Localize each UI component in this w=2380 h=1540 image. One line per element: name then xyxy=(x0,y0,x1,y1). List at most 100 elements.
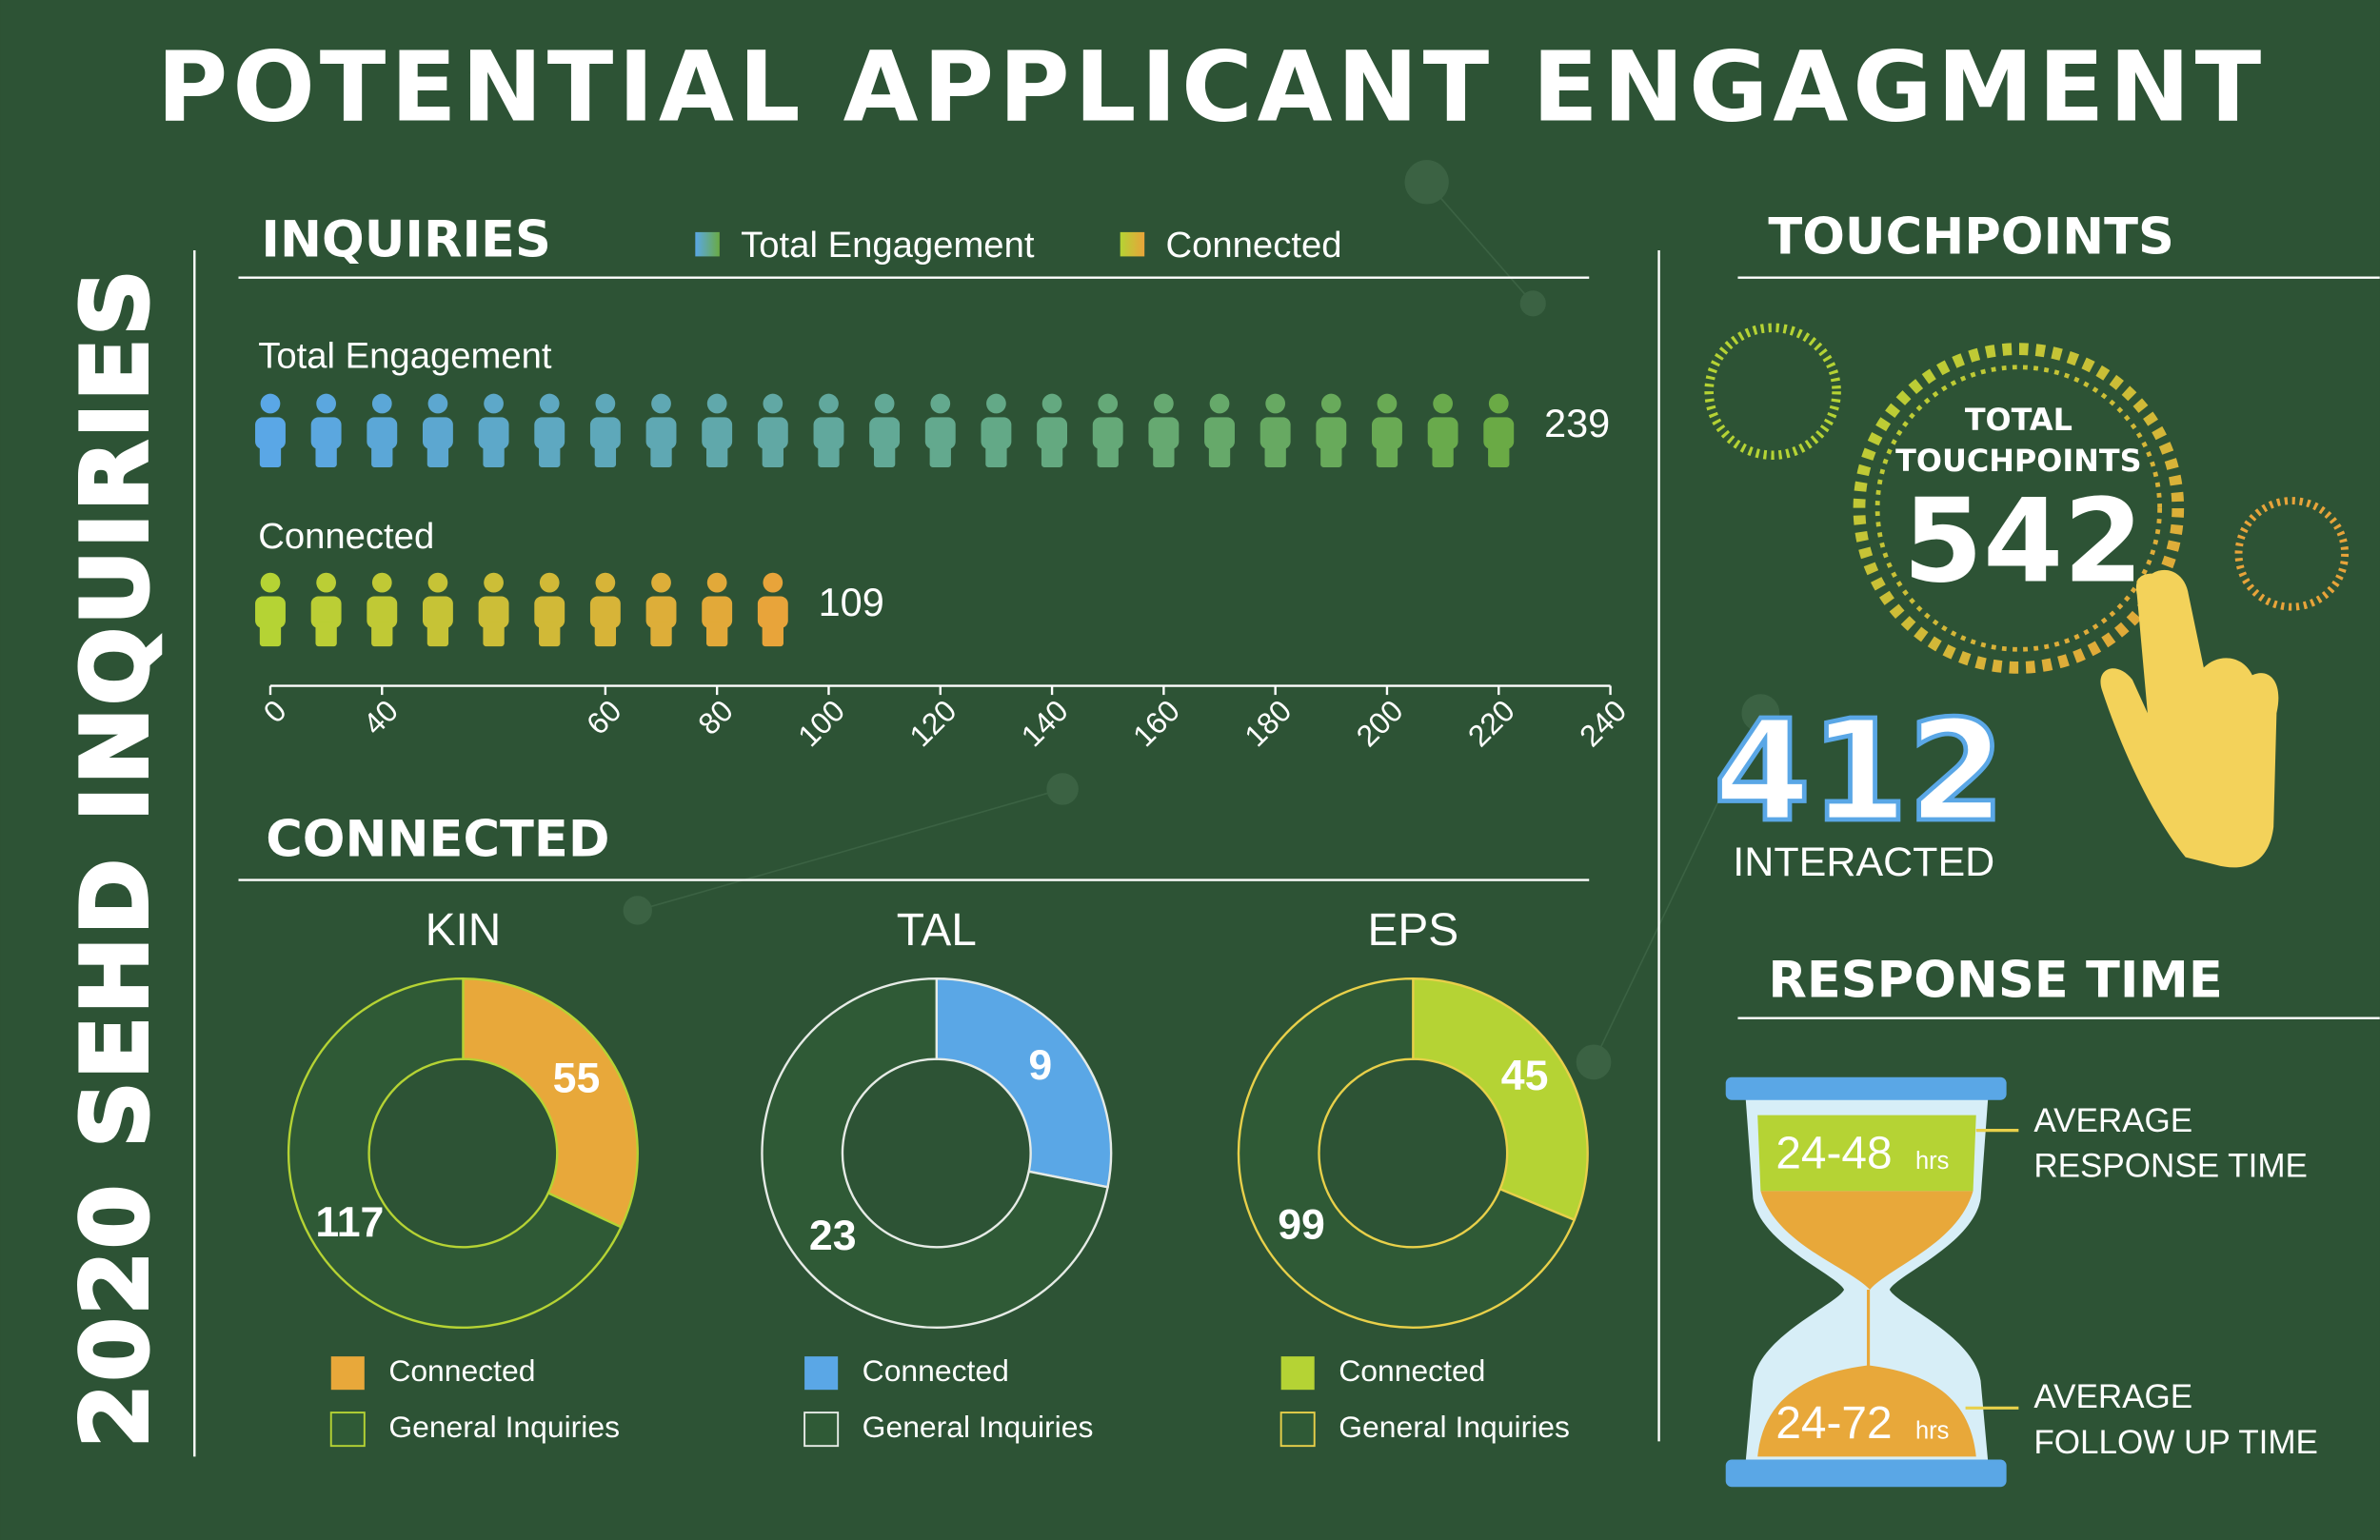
person-legs xyxy=(426,622,449,647)
legend-swatch xyxy=(803,1412,840,1448)
person-head xyxy=(484,393,504,414)
donut-value-label: 45 xyxy=(1501,1053,1549,1099)
hourglass-cap xyxy=(1725,1459,2007,1488)
person-body xyxy=(255,417,286,449)
person-body xyxy=(1483,417,1515,449)
network-decoration xyxy=(623,160,1780,1080)
person-legs xyxy=(259,622,282,647)
total-label: TOTAL xyxy=(1965,402,2073,438)
person-legs xyxy=(1041,443,1063,467)
person-body xyxy=(589,596,621,628)
person-head xyxy=(260,572,281,593)
person-head xyxy=(1320,393,1341,414)
legend-swatch xyxy=(1280,1356,1315,1391)
person-head xyxy=(260,393,281,414)
person-head xyxy=(1098,393,1119,414)
person-body xyxy=(1148,417,1180,449)
person-head xyxy=(1433,393,1453,414)
legend-label: Connected xyxy=(1339,1353,1485,1388)
person-body xyxy=(367,417,398,449)
interacted-value: 412 xyxy=(1714,690,2005,853)
person-legs xyxy=(650,443,672,467)
person-legs xyxy=(1488,443,1510,467)
person-head xyxy=(763,572,783,593)
person-head xyxy=(651,572,671,593)
person-legs xyxy=(539,443,561,467)
person-body xyxy=(645,417,677,449)
follow-up-label: FOLLOW UP TIME xyxy=(2033,1424,2318,1461)
person-legs xyxy=(371,622,393,647)
person-head xyxy=(316,393,336,414)
person-body xyxy=(924,417,956,449)
donut-value-label: 117 xyxy=(315,1199,384,1246)
section-heading: RESPONSE TIME xyxy=(1768,952,2222,1010)
donut-value-label: 23 xyxy=(809,1213,857,1259)
legend-label: General Inquiries xyxy=(863,1410,1094,1444)
person-head xyxy=(1377,393,1398,414)
donut-segment xyxy=(1412,977,1589,1222)
response-label: AVERAGE xyxy=(2033,1102,2192,1139)
person-head xyxy=(539,572,560,593)
donut-value-label: 9 xyxy=(1028,1042,1052,1089)
value-label: 239 xyxy=(1544,401,1610,445)
follow-up-unit: hrs xyxy=(1915,1418,1949,1445)
person-body xyxy=(310,417,342,449)
side-title: 2020 SEHD INQUIRIES xyxy=(62,267,169,1447)
person-head xyxy=(763,393,783,414)
sand-bottom xyxy=(1757,1289,1976,1457)
person-body xyxy=(478,417,509,449)
response-value: 24-48 xyxy=(1775,1128,1892,1178)
donut-segment xyxy=(935,977,1113,1189)
person-body xyxy=(702,417,733,449)
legend-swatch xyxy=(804,1356,839,1391)
donut-segment xyxy=(1237,977,1577,1329)
donut-segment xyxy=(287,977,624,1329)
person-head xyxy=(427,572,448,593)
person-body xyxy=(367,596,398,628)
section-heading: TOUCHPOINTS xyxy=(1768,208,2174,267)
icon-row xyxy=(255,572,788,647)
person-head xyxy=(651,393,671,414)
person-body xyxy=(1372,417,1402,449)
person-body xyxy=(534,596,565,628)
person-legs xyxy=(594,443,617,467)
legend-label: Connected xyxy=(1165,225,1341,266)
person-body xyxy=(1037,417,1068,449)
section-heading: CONNECTED xyxy=(266,810,609,868)
person-legs xyxy=(650,622,672,647)
person-head xyxy=(1488,393,1509,414)
donut-segment xyxy=(462,977,639,1229)
person-legs xyxy=(539,622,561,647)
legend-label: Total Engagement xyxy=(741,225,1035,266)
legend-swatch xyxy=(330,1356,365,1391)
legend-swatch xyxy=(329,1412,366,1448)
person-legs xyxy=(1264,443,1286,467)
hourglass-cap xyxy=(1725,1076,2007,1100)
donut-segment xyxy=(761,977,1109,1329)
legend-swatch xyxy=(1120,231,1145,257)
donut-value-label: 55 xyxy=(553,1056,601,1102)
person-head xyxy=(539,393,560,414)
follow-up-value: 24-72 xyxy=(1775,1398,1892,1449)
person-legs xyxy=(929,443,951,467)
person-legs xyxy=(426,443,449,467)
person-head xyxy=(706,572,727,593)
person-head xyxy=(1265,393,1286,414)
donut-value-label: 99 xyxy=(1278,1202,1325,1249)
person-head xyxy=(484,572,504,593)
person-head xyxy=(371,572,392,593)
row-label: Connected xyxy=(258,516,434,557)
person-body xyxy=(422,596,453,628)
legend-swatch xyxy=(1279,1412,1316,1448)
person-head xyxy=(595,393,616,414)
person-legs xyxy=(1320,443,1342,467)
person-body xyxy=(1092,417,1123,449)
person-legs xyxy=(706,443,728,467)
hand-icon xyxy=(2100,569,2279,868)
person-head xyxy=(371,393,392,414)
person-head xyxy=(595,572,616,593)
person-legs xyxy=(483,443,505,467)
total-value: 542 xyxy=(1903,474,2144,608)
legend-label: Connected xyxy=(388,1353,535,1388)
